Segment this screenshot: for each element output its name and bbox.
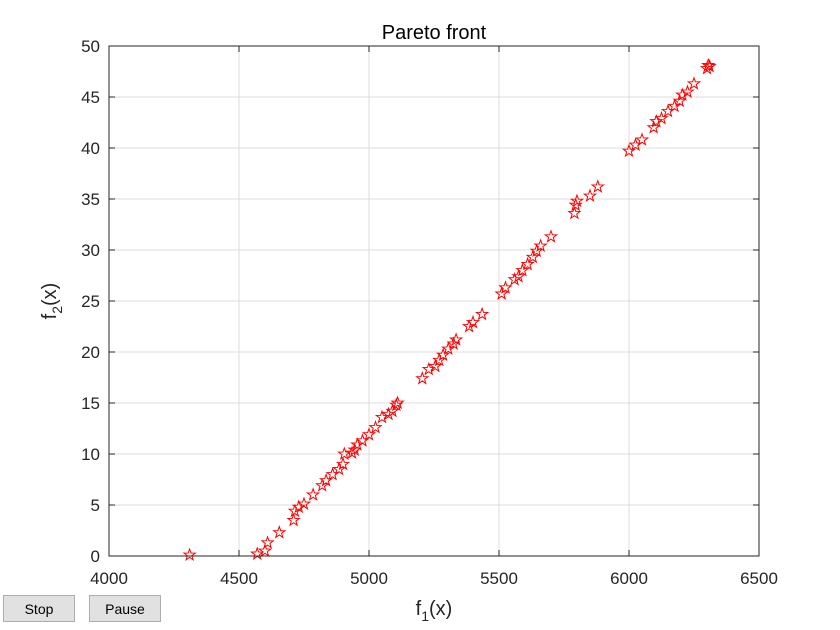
data-point [701,57,716,72]
data-point [385,403,400,418]
y-tick-label: 20 [81,343,100,362]
y-tick-label: 15 [81,394,100,413]
data-point [296,496,312,511]
data-point [520,256,535,271]
data-point [654,110,669,125]
x-tick-label: 5500 [480,569,518,588]
data-point [686,76,702,90]
data-point [702,58,717,73]
chart-title: Pareto front [382,22,487,44]
y-axis-label-rest: (x) [39,283,61,306]
y-tick-label: 25 [81,292,100,311]
data-point [672,93,687,108]
data-point [272,525,287,539]
x-axis-label: f1(x) [416,598,453,624]
data-point [368,419,383,434]
data-point [680,84,695,98]
data-points [182,57,717,562]
data-point [344,445,360,460]
data-point [428,358,443,373]
data-point [628,137,643,152]
data-point [465,314,481,329]
data-point [182,547,197,562]
data-point [337,446,352,461]
data-point [567,205,582,220]
x-tick-label: 4500 [220,569,258,588]
data-point [350,437,365,451]
data-point [533,238,548,253]
data-point [582,188,598,203]
x-tick-label: 6000 [610,569,648,588]
data-point [448,332,464,346]
data-point [646,120,661,134]
x-tick-label: 6500 [740,569,778,588]
data-point [660,103,676,118]
y-tick-label: 30 [81,241,100,260]
data-point [569,193,585,208]
data-point [474,306,490,321]
grid-lines [109,46,759,556]
x-tick-label: 4000 [90,569,128,588]
x-axis-label-base: f [416,598,422,620]
y-tick-label: 35 [81,190,100,209]
y-axis-label: f2(x) [39,283,65,320]
data-point [515,262,530,277]
data-point [335,456,351,471]
data-point [325,466,340,481]
y-axis-label-sub: 2 [49,306,65,314]
data-point [543,229,559,243]
data-point [511,268,526,283]
data-point [286,512,301,527]
data-point [291,499,306,514]
y-axis-label-base: f [39,313,61,319]
data-point [305,487,321,501]
data-point [634,132,650,146]
data-point [649,113,664,128]
pause-button[interactable]: Pause [89,595,161,622]
stop-button[interactable]: Stop [3,595,75,622]
data-point [361,427,377,441]
data-point [257,543,273,557]
y-tick-label: 50 [81,37,100,56]
data-point [590,179,605,193]
y-tick-label: 10 [81,445,100,464]
y-tick-label: 40 [81,139,100,158]
y-tick-label: 45 [81,88,100,107]
data-point [525,249,540,264]
x-axis-label-rest: (x) [429,598,452,620]
data-point [260,535,275,549]
y-tick-label: 0 [91,547,100,566]
data-point [498,280,513,294]
data-point [390,395,405,410]
data-point [415,370,430,385]
data-point [435,347,451,362]
y-tick-label: 5 [91,496,100,515]
data-point [446,336,461,350]
x-tick-label: 5000 [350,569,388,588]
data-point [494,286,509,300]
x-axis-label-sub: 1 [421,608,429,624]
axis-ticks: 4000 4500 5000 5500 6000 6500 0 5 10 15 20 25 30 35 40… [81,37,778,588]
data-point [675,87,690,102]
